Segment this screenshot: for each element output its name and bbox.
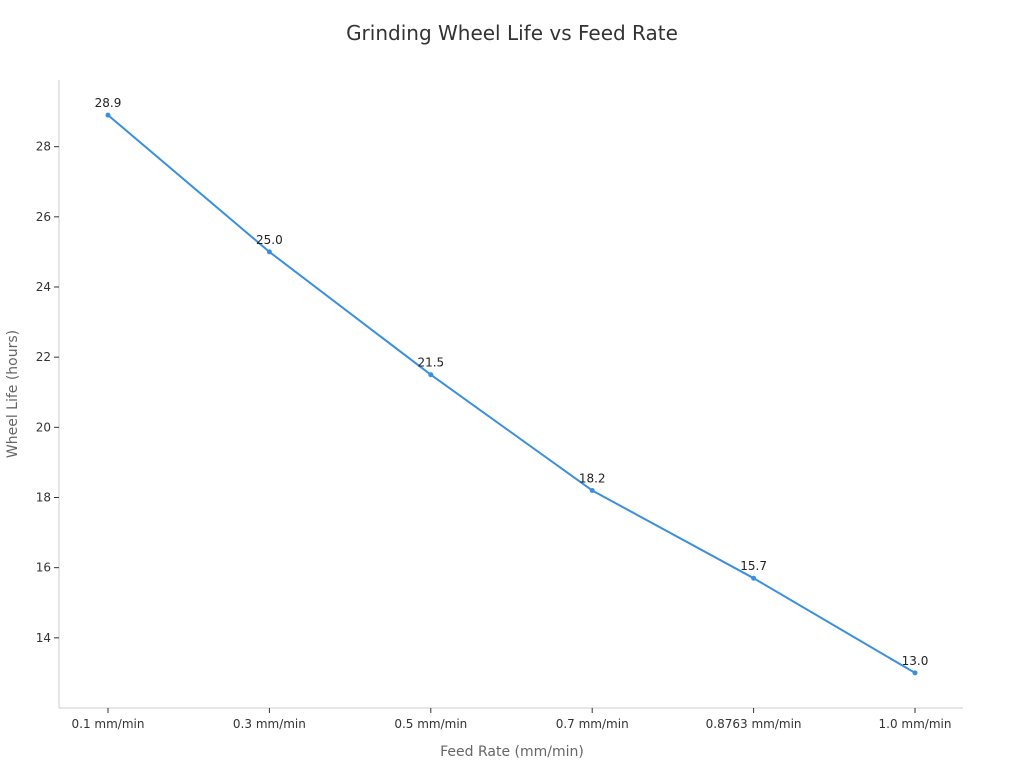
- y-tick-label: 14: [36, 631, 51, 645]
- x-tick-label: 0.1 mm/min: [72, 717, 145, 731]
- data-label: 21.5: [417, 356, 444, 370]
- y-axis-title: Wheel Life (hours): [5, 330, 21, 458]
- y-tick-label: 26: [36, 210, 51, 224]
- data-label: 25.0: [256, 233, 283, 247]
- series-group: 28.9 25.0 21.5 18.2 15.7 13.0: [95, 96, 929, 676]
- y-tick-label: 28: [36, 140, 51, 154]
- data-point: [428, 372, 434, 378]
- y-tick-label: 18: [36, 490, 51, 504]
- data-point: [912, 670, 918, 676]
- y-tick-label: 16: [36, 561, 51, 575]
- chart-title: Grinding Wheel Life vs Feed Rate: [346, 21, 678, 45]
- y-tick-label: 24: [36, 280, 51, 294]
- data-point: [266, 249, 272, 255]
- data-point: [105, 112, 111, 118]
- series-line: [107, 114, 916, 674]
- x-tick-label: 0.5 mm/min: [394, 717, 467, 731]
- x-axis-title: Feed Rate (mm/min): [440, 744, 584, 760]
- data-point: [589, 487, 595, 493]
- x-tick-label: 1.0 mm/min: [879, 717, 952, 731]
- data-label: 28.9: [95, 96, 122, 110]
- y-tick-label: 20: [36, 420, 51, 434]
- y-tick-label: 22: [36, 350, 51, 364]
- x-tick-label: 0.7 mm/min: [556, 717, 629, 731]
- data-label: 15.7: [740, 559, 767, 573]
- data-point: [751, 575, 757, 581]
- data-label: 13.0: [902, 654, 929, 668]
- x-tick-label: 0.8763 mm/min: [706, 717, 802, 731]
- x-tick-label: 0.3 mm/min: [233, 717, 306, 731]
- x-axis-ticks: 0.1 mm/min 0.3 mm/min 0.5 mm/min 0.7 mm/min…: [72, 708, 952, 731]
- y-axis-ticks: 14 16 18 20 22 24 26 28: [36, 140, 59, 645]
- data-label: 18.2: [579, 471, 606, 485]
